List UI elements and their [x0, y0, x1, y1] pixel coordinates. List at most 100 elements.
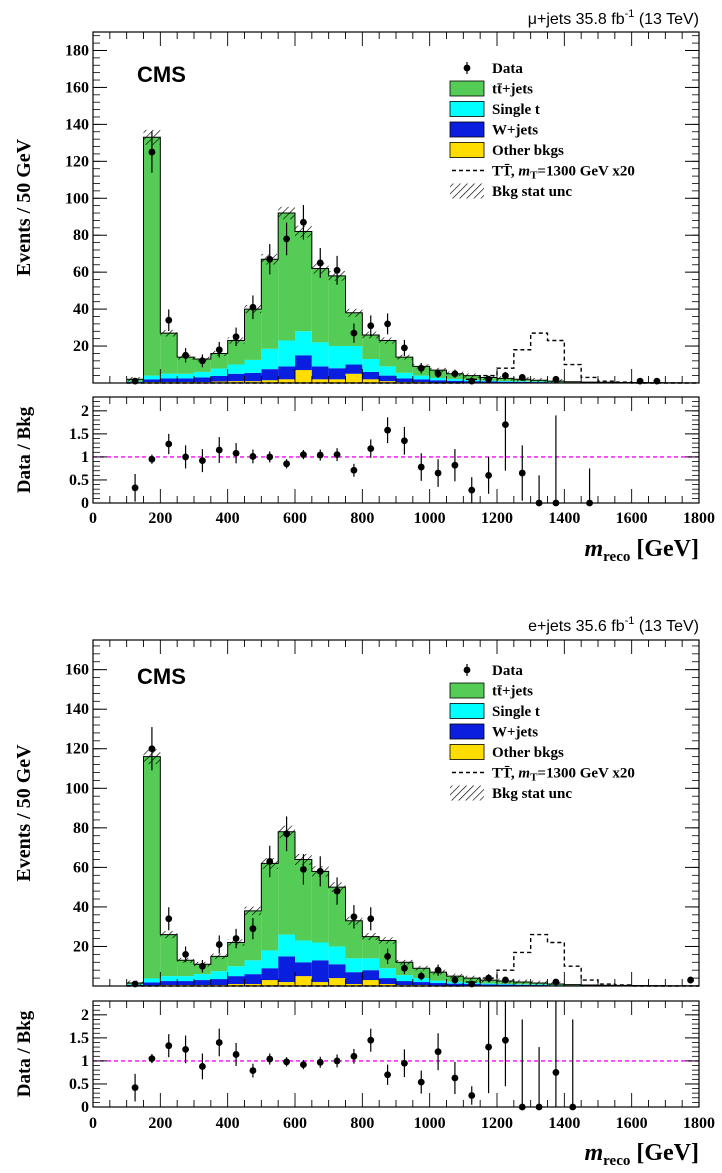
stack-bar: [446, 380, 464, 383]
x-tick-label: 600: [283, 1115, 307, 1132]
stack-bar: [396, 378, 413, 383]
y-tick-label: 60: [73, 264, 89, 281]
stack-bar: [362, 958, 380, 971]
ratio-point: [468, 486, 476, 494]
ratio-point: [451, 461, 459, 469]
stack-bar: [261, 950, 279, 969]
stack-bar: [278, 366, 295, 380]
stack-bar: [311, 982, 329, 986]
legend-hatch-swatch: [450, 183, 484, 199]
ratio-points: [131, 1001, 577, 1111]
stack-bar: [177, 378, 194, 383]
ratio-point: [350, 1052, 358, 1060]
data-point: [434, 966, 442, 974]
data-point: [451, 370, 459, 378]
legend-swatch: [449, 80, 485, 97]
data-point: [165, 316, 173, 324]
ratio-y-axis-label: Data / Bkg: [14, 1010, 35, 1097]
stack-bar: [412, 375, 430, 380]
lumi-exponent: -1: [625, 615, 635, 627]
data-point: [401, 964, 408, 972]
ratio-point: [148, 455, 156, 463]
stack-w-jets: [126, 956, 699, 986]
data-point: [199, 357, 206, 365]
data-point: [350, 913, 358, 921]
stack-bar: [362, 334, 380, 359]
ratio-point: [215, 1039, 223, 1046]
stack-bar: [396, 357, 413, 373]
stack-bar: [244, 974, 262, 985]
ratio-point: [266, 1055, 274, 1063]
stack-bar: [412, 982, 430, 986]
ratio-point: [384, 1071, 391, 1079]
stack-bar: [480, 984, 497, 986]
ratio-point: [232, 1051, 240, 1058]
y-tick-label: 40: [73, 899, 89, 916]
stack-bar: [429, 380, 447, 383]
ratio-point: [182, 1045, 189, 1053]
stack-bar: [379, 984, 396, 986]
stack-bar: [362, 371, 380, 380]
ratio-point: [468, 1092, 476, 1099]
unc-hatch: [412, 965, 430, 971]
stack-bar: [446, 378, 464, 381]
stack-bar: [278, 379, 295, 383]
x-axis-label: mreco [GeV]: [584, 536, 699, 565]
stack-bar: [177, 357, 194, 374]
ratio-point: [333, 1057, 341, 1065]
data-point: [300, 865, 307, 873]
legend-label-part: T: [530, 772, 538, 784]
legend: Data tt̄+jets Single t W+jets Other bkgs TT̄,…: [449, 663, 635, 802]
data-point: [148, 745, 156, 753]
stack-bar: [227, 942, 245, 967]
stack-bar: [261, 863, 279, 951]
x-tick-label: 800: [350, 1115, 374, 1132]
data-point: [552, 375, 560, 383]
stack-bar: [396, 372, 413, 379]
stack-bar: [261, 380, 279, 383]
ratio-y-tick-label: 1.5: [69, 1030, 89, 1047]
stack-other-bkgs: [143, 370, 548, 383]
legend-swatch: [449, 121, 485, 138]
x-tick-label: 0: [89, 510, 97, 527]
stack-bar: [311, 960, 329, 983]
data-point: [417, 364, 425, 372]
stack-bar: [244, 960, 262, 975]
unc-hatch: [530, 378, 548, 383]
data-point: [687, 976, 694, 984]
stack-bar: [328, 275, 346, 347]
ratio-point: [401, 1059, 408, 1067]
stack-bar: [362, 358, 380, 372]
data-point: [199, 962, 206, 970]
y-tick-label: 80: [73, 820, 89, 837]
stack-bar: [379, 366, 396, 376]
ratio-frame: [92, 1000, 700, 1108]
x-label-unit: [GeV]: [630, 536, 699, 562]
unc-hatch: [396, 354, 413, 360]
top-chart-panel: μ+jets 35.8 fb-1 (13 TeV)204060801001201…: [13, 8, 715, 565]
channel-label: e+jets 35.6 fb: [528, 618, 625, 635]
ratio-y-tick-label: 2: [81, 1007, 89, 1024]
stack-bar: [227, 381, 245, 383]
data-point: [316, 867, 324, 875]
ratio-point: [182, 453, 189, 461]
stack-bar: [261, 968, 279, 981]
ratio-y-tick-label: 0.5: [69, 472, 89, 489]
stack-bar: [497, 381, 514, 383]
legend-swatch: [449, 703, 485, 719]
stack-bar: [328, 379, 346, 383]
unc-hatch: [446, 973, 464, 979]
unc-hatch: [345, 308, 363, 317]
stack-bar: [429, 983, 447, 986]
stack-bar: [177, 981, 194, 986]
y-tick-label: 100: [65, 190, 89, 207]
ratio-point: [417, 1078, 425, 1086]
ratio-y-tick-label: 1.5: [69, 426, 89, 443]
unc-hatch: [379, 337, 396, 344]
stack-bar: [227, 976, 245, 985]
stack-bar: [244, 372, 262, 382]
stack-bar: [160, 934, 178, 977]
channel-label: μ+jets 35.8 fb: [528, 11, 625, 28]
stack-bar: [261, 259, 279, 349]
stack-bar: [345, 346, 363, 365]
